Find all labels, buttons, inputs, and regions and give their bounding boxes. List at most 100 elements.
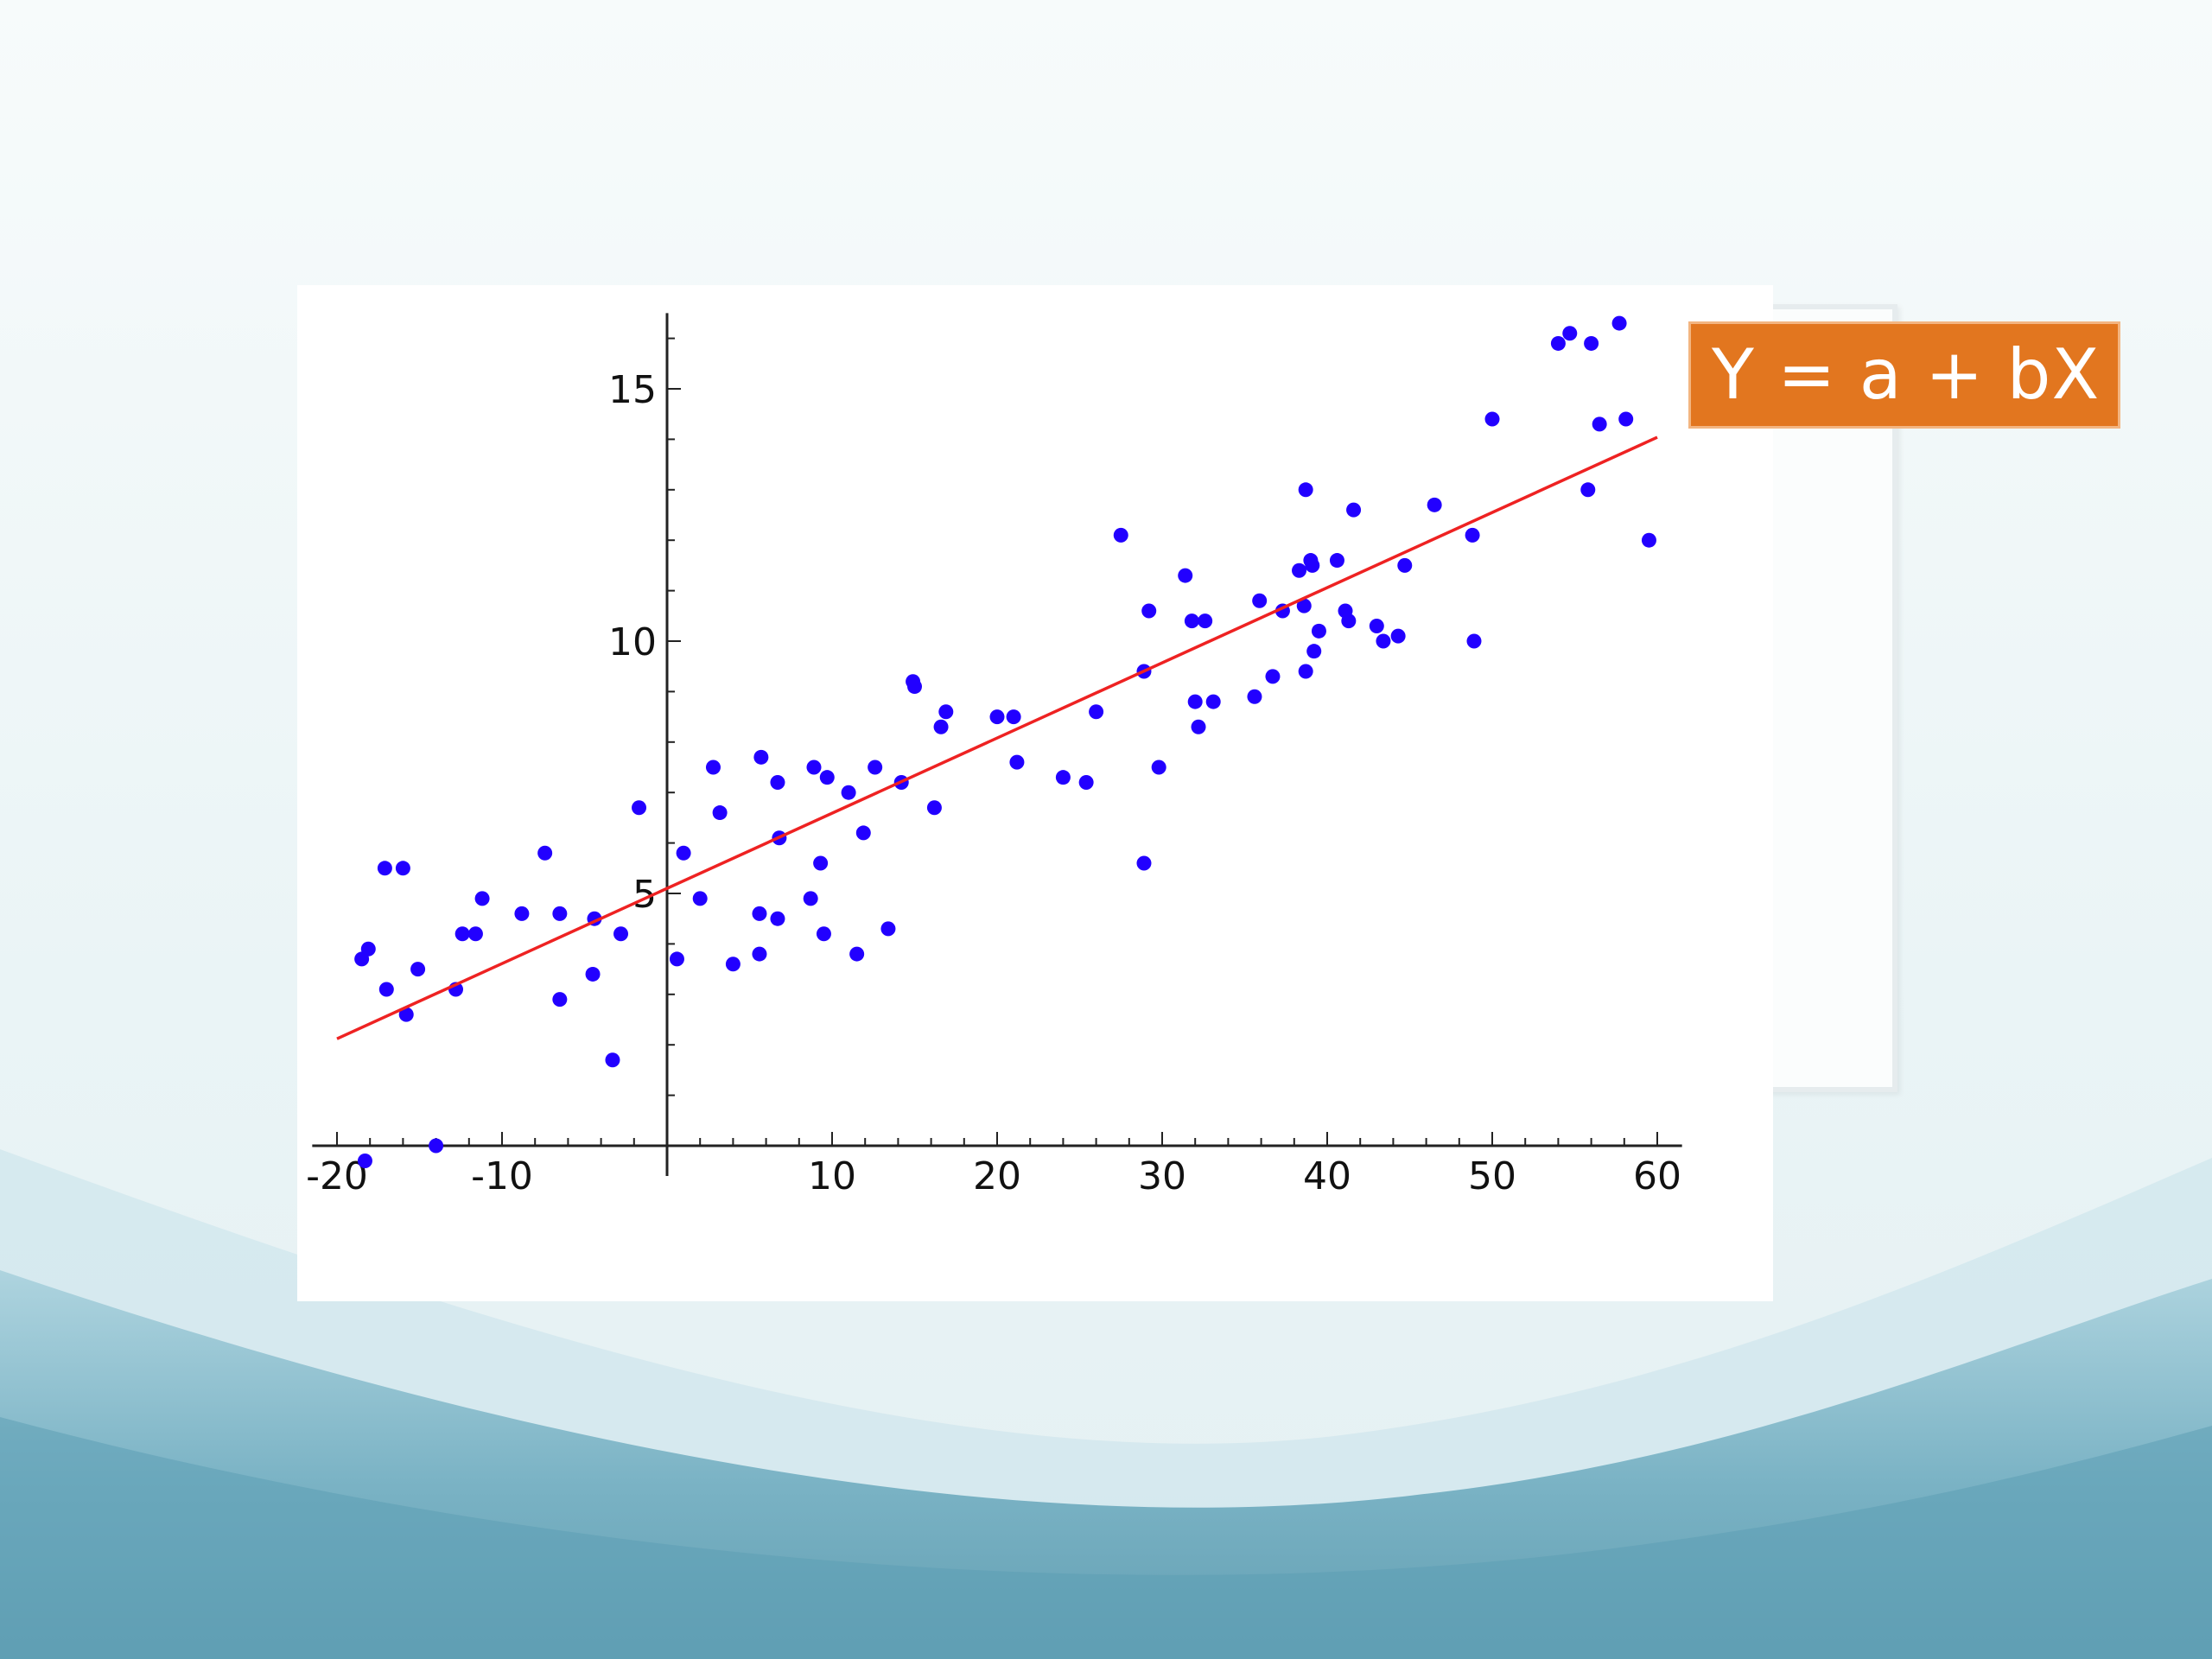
x-tick-label: 60 xyxy=(1633,1154,1681,1198)
x-tick-label: 50 xyxy=(1468,1154,1516,1198)
data-point xyxy=(552,906,568,921)
data-point xyxy=(1191,719,1206,734)
data-point xyxy=(429,1138,444,1154)
data-point xyxy=(692,891,708,906)
data-point xyxy=(1305,557,1320,573)
data-point xyxy=(712,805,728,821)
data-points xyxy=(354,315,1656,1169)
data-point xyxy=(1584,335,1599,351)
scatter-chart-panel: -20 -10 10 20 30 40 50 60 5 10 15 xyxy=(297,285,1773,1301)
data-point xyxy=(938,704,954,720)
data-point xyxy=(1078,775,1094,791)
data-point xyxy=(1592,416,1607,432)
data-point xyxy=(819,770,835,785)
data-point xyxy=(1184,613,1199,629)
x-tick-labels: -20 -10 10 20 30 40 50 60 xyxy=(306,1154,1681,1198)
data-point xyxy=(1187,694,1203,709)
data-point xyxy=(1580,482,1596,498)
data-point xyxy=(933,719,949,734)
data-point xyxy=(398,1007,414,1022)
data-point xyxy=(1465,527,1480,543)
data-point xyxy=(1397,557,1413,573)
data-point xyxy=(1346,502,1362,518)
data-point xyxy=(1306,644,1322,659)
data-point xyxy=(613,926,629,942)
data-point xyxy=(1141,603,1157,619)
data-point xyxy=(1178,568,1193,583)
data-point xyxy=(1427,497,1442,512)
data-point xyxy=(1296,598,1312,613)
data-point xyxy=(989,709,1005,725)
data-point xyxy=(1298,664,1313,679)
y-tick-label: 10 xyxy=(608,620,657,664)
data-point xyxy=(1341,613,1357,629)
data-point xyxy=(1292,563,1307,578)
data-point xyxy=(632,800,647,816)
data-point xyxy=(770,911,785,926)
data-point xyxy=(926,800,942,816)
data-point xyxy=(552,992,568,1007)
x-tick-label: 20 xyxy=(973,1154,1021,1198)
data-point xyxy=(1113,527,1128,543)
data-point xyxy=(1136,855,1152,871)
data-point xyxy=(585,966,601,982)
data-point xyxy=(1198,613,1213,629)
data-point xyxy=(1484,411,1500,427)
y-ticks xyxy=(667,337,681,1096)
data-point xyxy=(454,926,470,942)
data-point xyxy=(605,1052,620,1068)
data-point xyxy=(813,855,829,871)
data-point xyxy=(537,845,553,861)
data-point xyxy=(1562,326,1578,341)
data-point xyxy=(1390,628,1406,644)
data-point xyxy=(1009,754,1025,770)
data-point xyxy=(1006,709,1021,725)
data-point xyxy=(1329,553,1344,569)
data-point xyxy=(803,891,818,906)
data-point xyxy=(725,957,741,972)
data-point xyxy=(1611,315,1627,331)
data-point xyxy=(669,951,684,967)
x-tick-label: -10 xyxy=(471,1154,533,1198)
data-point xyxy=(1298,482,1313,498)
data-point xyxy=(676,845,691,861)
data-point xyxy=(1618,411,1634,427)
x-tick-label: -20 xyxy=(306,1154,368,1198)
data-point xyxy=(1641,532,1656,548)
data-point xyxy=(880,921,896,937)
data-point xyxy=(1369,618,1384,633)
data-point xyxy=(1252,593,1268,608)
equation-label: Y = a + bX xyxy=(1688,321,2120,429)
data-point xyxy=(1151,760,1166,775)
data-point xyxy=(395,861,410,876)
data-point xyxy=(855,825,871,841)
data-point xyxy=(816,926,831,942)
data-point xyxy=(1055,770,1071,785)
data-point xyxy=(514,906,530,921)
data-point xyxy=(907,679,922,695)
data-point xyxy=(753,749,769,765)
data-point xyxy=(849,946,865,962)
regression-line xyxy=(336,435,1658,1040)
data-point xyxy=(868,760,883,775)
data-point xyxy=(806,760,822,775)
data-point xyxy=(752,946,767,962)
data-point xyxy=(360,941,376,957)
data-point xyxy=(705,760,721,775)
data-point xyxy=(841,785,856,800)
x-tick-label: 30 xyxy=(1138,1154,1186,1198)
data-point xyxy=(474,891,490,906)
data-point xyxy=(467,926,483,942)
data-point xyxy=(1205,694,1221,709)
data-point xyxy=(1247,689,1262,704)
data-point xyxy=(1376,633,1391,649)
data-point xyxy=(1466,633,1482,649)
x-ticks xyxy=(336,1132,1658,1146)
data-point xyxy=(752,906,767,921)
data-point xyxy=(1089,704,1104,720)
data-point xyxy=(377,861,392,876)
data-point xyxy=(378,982,394,997)
